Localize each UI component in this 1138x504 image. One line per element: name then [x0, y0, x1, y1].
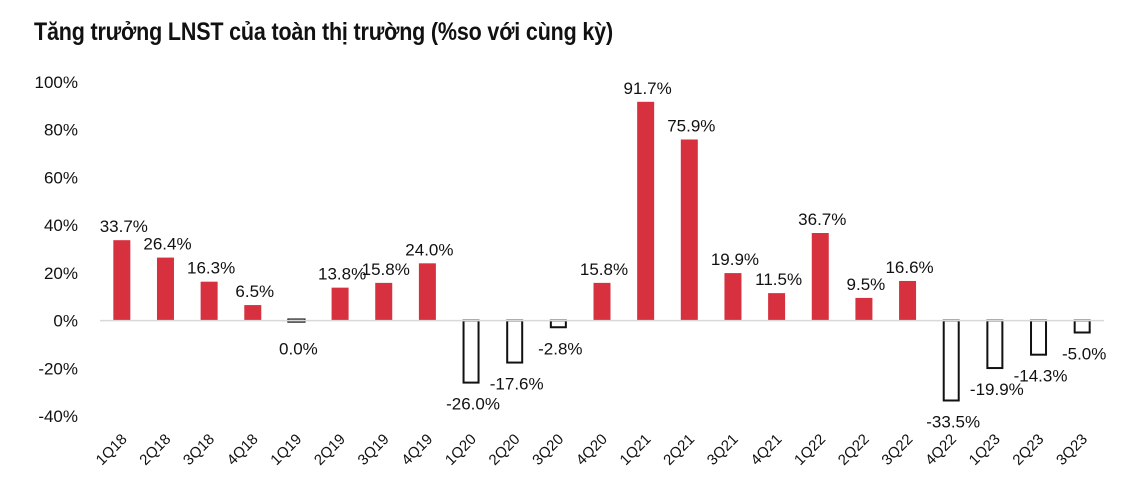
x-tick-label: 1Q20	[442, 431, 480, 469]
x-tick-label: 4Q22	[922, 431, 960, 469]
bar	[637, 101, 655, 321]
bar	[418, 263, 436, 321]
data-label: 11.5%	[755, 270, 802, 289]
x-tick-label: 1Q22	[791, 431, 829, 469]
x-tick-label: 3Q20	[529, 431, 567, 469]
bar	[724, 273, 742, 321]
bar-series	[113, 101, 1091, 402]
bar	[331, 287, 349, 321]
y-tick-label: 80%	[44, 121, 78, 140]
data-label: -19.9%	[970, 380, 1024, 399]
data-label: 91.7%	[624, 79, 672, 98]
bar	[375, 282, 393, 321]
bar	[593, 282, 611, 321]
data-label: 24.0%	[405, 240, 453, 259]
bar	[680, 139, 698, 321]
x-tick-label: 3Q19	[355, 431, 393, 469]
y-tick-label: 100%	[35, 73, 78, 92]
chart-title: Tăng trưởng LNST của toàn thị trường (%s…	[34, 18, 613, 46]
data-label: -2.8%	[538, 339, 582, 358]
data-label: 6.5%	[235, 282, 274, 301]
data-label: 15.8%	[362, 260, 410, 279]
bar	[156, 257, 174, 321]
x-tick-label: 4Q20	[573, 431, 611, 469]
bar	[244, 305, 262, 321]
data-label: 75.9%	[667, 116, 715, 135]
bar	[549, 319, 567, 329]
x-tick-label: 2Q18	[136, 431, 174, 469]
x-tick-label: 1Q19	[267, 431, 305, 469]
bar	[113, 240, 131, 321]
data-label: -17.6%	[490, 375, 544, 394]
bar	[1030, 319, 1048, 356]
bar	[506, 319, 524, 364]
x-tick-label: 4Q18	[224, 431, 262, 469]
x-tick-label: 2Q23	[1009, 431, 1047, 469]
data-label: -14.3%	[1014, 367, 1068, 386]
data-label: -5.0%	[1062, 345, 1106, 364]
x-tick-label: 3Q22	[878, 431, 916, 469]
data-label: 9.5%	[847, 275, 886, 294]
bar	[1073, 319, 1091, 334]
y-tick-label: 60%	[44, 168, 78, 187]
data-labels: 33.7%26.4%16.3%6.5%0.0%13.8%15.8%24.0%-2…	[100, 79, 1107, 432]
x-tick-label: 2Q21	[660, 431, 698, 469]
bar	[200, 281, 218, 321]
x-tick-label: 2Q19	[311, 431, 349, 469]
data-label: -26.0%	[446, 395, 500, 414]
x-tick-label: 4Q19	[398, 431, 436, 469]
data-label: 26.4%	[143, 235, 191, 254]
data-label: 19.9%	[711, 250, 759, 269]
y-tick-label: 40%	[44, 216, 78, 235]
bar	[855, 297, 873, 321]
data-label: 16.3%	[187, 259, 235, 278]
bar	[986, 319, 1004, 370]
data-label: 33.7%	[100, 217, 148, 236]
data-label: 16.6%	[885, 258, 933, 277]
bar	[768, 293, 786, 321]
x-axis: 1Q18 2Q18 3Q18 4Q18 1Q19 2Q19 3Q19 4Q19 1Q20 2Q20…	[93, 431, 1091, 469]
data-label: 13.8%	[318, 265, 366, 284]
x-tick-label: 3Q21	[704, 431, 742, 469]
data-label: 0.0%	[279, 340, 318, 359]
x-tick-label: 3Q23	[1053, 431, 1091, 469]
data-label: -33.5%	[926, 412, 980, 431]
x-tick-label: 1Q23	[966, 431, 1004, 469]
x-tick-label: 3Q18	[180, 431, 218, 469]
x-tick-label: 2Q22	[835, 431, 873, 469]
y-axis: 100% 80% 60% 40% 20% 0% -20% -40%	[35, 73, 78, 426]
x-tick-label: 1Q18	[93, 431, 131, 469]
bar	[462, 319, 480, 384]
data-label: 15.8%	[580, 260, 628, 279]
x-tick-label: 1Q21	[617, 431, 655, 469]
bar	[811, 233, 829, 321]
y-tick-label: 0%	[53, 312, 78, 331]
bar	[942, 319, 960, 402]
y-tick-label: -40%	[38, 407, 78, 426]
x-tick-label: 2Q20	[486, 431, 524, 469]
y-tick-label: 20%	[44, 264, 78, 283]
bar	[899, 280, 917, 321]
data-label: 36.7%	[798, 210, 846, 229]
y-tick-label: -20%	[38, 359, 78, 378]
x-tick-label: 4Q21	[747, 431, 785, 469]
